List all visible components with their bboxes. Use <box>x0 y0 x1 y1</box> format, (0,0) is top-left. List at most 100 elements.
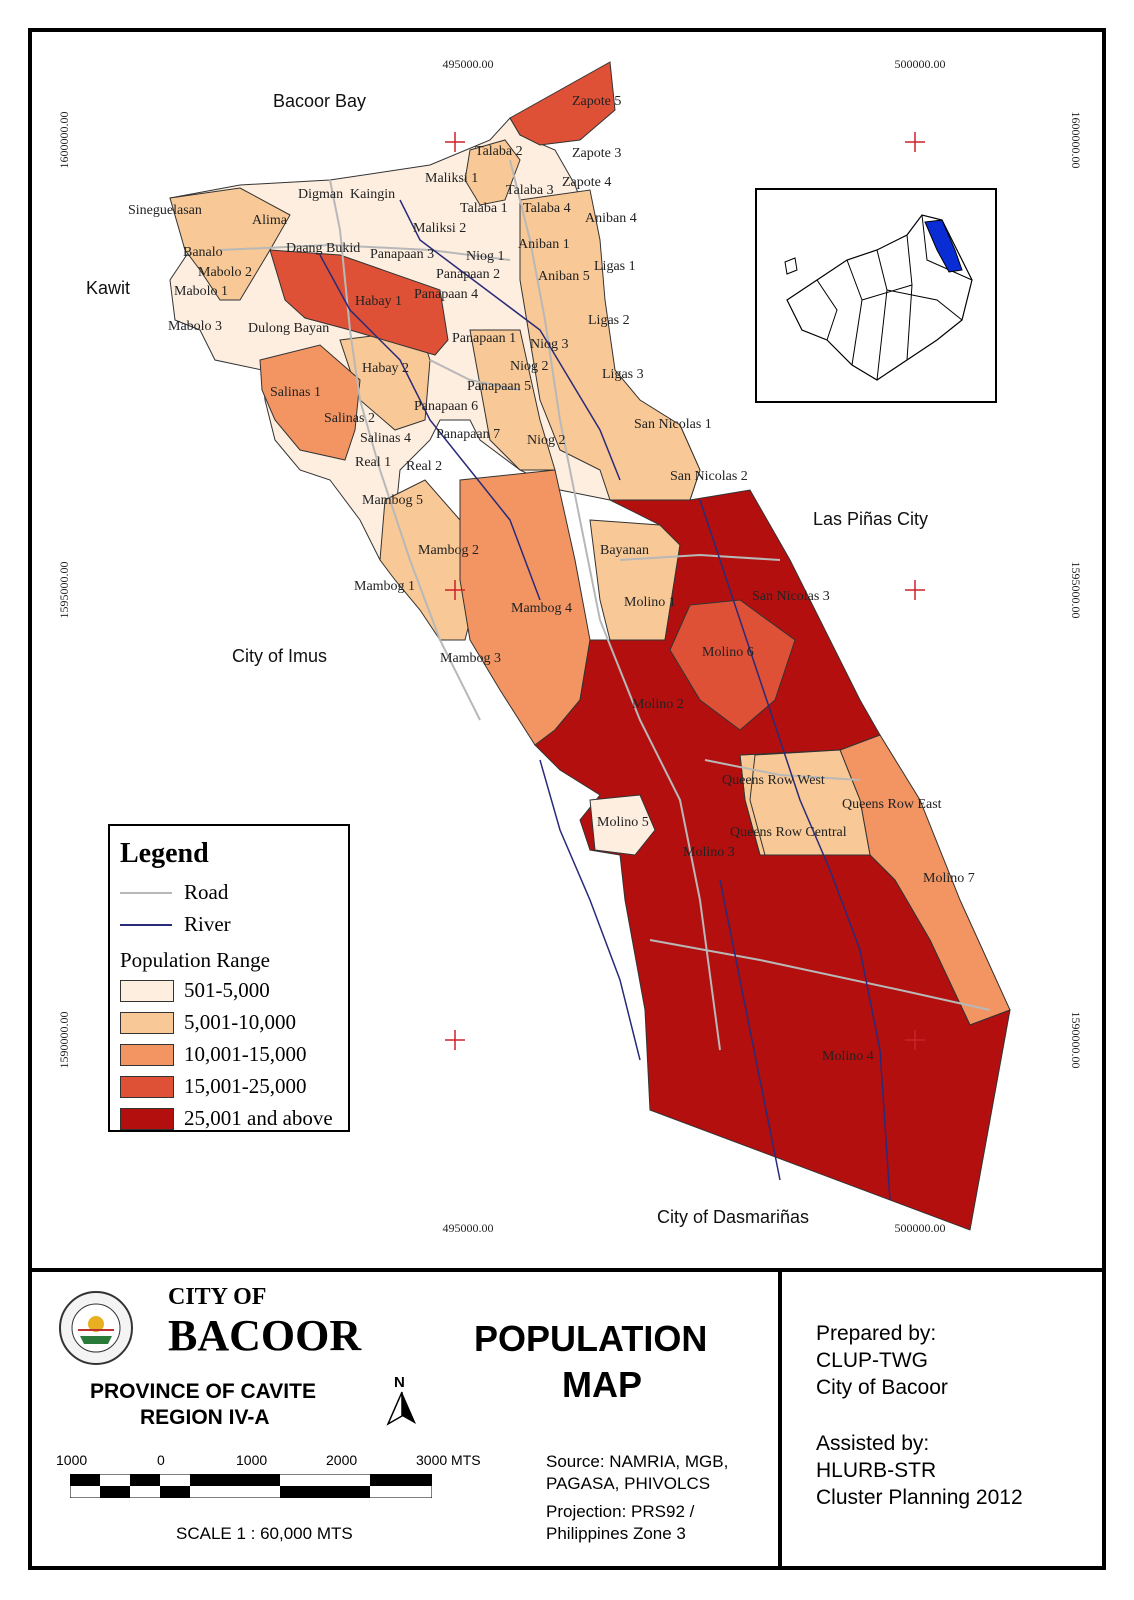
coord-x-top-right: 500000.00 <box>895 57 946 71</box>
footer-province: PROVINCE OF CAVITE <box>90 1380 316 1403</box>
place-kawit: Kawit <box>86 278 130 298</box>
legend-range-1: 501-5,000 <box>120 978 270 1003</box>
scale-tick-4: 2000 <box>326 1452 358 1468</box>
scale-tick-3: 1000 <box>236 1452 268 1468</box>
label-salinas4: Salinas 4 <box>360 431 411 446</box>
label-alima: Alima <box>252 213 288 228</box>
projection-line-2: Philippines Zone 3 <box>546 1524 686 1543</box>
coord-y-mid-right: 1595000.00 <box>1069 562 1083 619</box>
label-molino6: Molino 6 <box>702 645 754 660</box>
title-line-2: MAP <box>562 1364 642 1405</box>
label-panapaan3: Panapaan 3 <box>370 247 434 262</box>
source-line-1: Source: NAMRIA, MGB, <box>546 1452 729 1471</box>
scale-bar <box>70 1474 432 1498</box>
prepared-by-label: Prepared by: <box>816 1322 937 1345</box>
label-molino7: Molino 7 <box>923 871 975 886</box>
legend-range-4-label: 15,001-25,000 <box>184 1074 307 1098</box>
label-mambog5: Mambog 5 <box>362 493 423 508</box>
label-sineguelasan: Sineguelasan <box>128 203 202 218</box>
assisted-by-2: Cluster Planning 2012 <box>816 1486 1023 1509</box>
prepared-by-2: City of Bacoor <box>816 1376 948 1399</box>
label-talaba3: Talaba 3 <box>506 183 554 198</box>
legend-range-2-label: 5,001-10,000 <box>184 1010 296 1034</box>
label-queens-row-central: Queens Row Central <box>730 825 847 840</box>
label-mambog1: Mambog 1 <box>354 579 415 594</box>
footer-column-divider <box>778 1270 782 1566</box>
region-queens-row-overlay <box>749 749 871 856</box>
label-molino5: Molino 5 <box>597 815 649 830</box>
rivers <box>319 199 891 1201</box>
projection-line-1: Projection: PRS92 / <box>546 1502 695 1521</box>
legend-river-row: River <box>120 912 231 937</box>
label-mambog2: Mambog 2 <box>418 543 479 558</box>
label-real2: Real 2 <box>406 459 442 474</box>
coord-y-top-right: 1600000.00 <box>1069 112 1083 169</box>
label-maliksi2: Maliksi 2 <box>413 221 466 236</box>
inset-map-svg <box>784 214 973 381</box>
label-panapaan4: Panapaan 4 <box>414 287 478 302</box>
label-queens-row-east: Queens Row East <box>842 797 942 812</box>
label-mabolo3: Mabolo 3 <box>168 319 222 334</box>
footer-city-of: CITY OF <box>168 1284 267 1310</box>
region-alima <box>169 187 291 301</box>
inset-locator-map <box>755 188 997 403</box>
region-bayanan-molino1 <box>589 519 681 641</box>
swatch-range-2 <box>120 1011 174 1034</box>
source-line-2: PAGASA, PHIVOLCS <box>546 1474 711 1493</box>
region-talaba <box>464 139 521 206</box>
legend-road-label: Road <box>184 880 229 904</box>
swatch-range-5 <box>120 1107 174 1130</box>
legend-range-3-label: 10,001-15,000 <box>184 1042 307 1066</box>
label-talaba2: Talaba 2 <box>475 144 523 159</box>
map-frame <box>28 28 1106 1570</box>
label-mabolo1: Mabolo 1 <box>174 284 228 299</box>
footer-divider <box>28 1268 1106 1272</box>
label-panapaan2: Panapaan 2 <box>436 267 500 282</box>
region-south-dark <box>534 489 1011 1231</box>
coord-y-top-left: 1600000.00 <box>57 112 71 169</box>
legend-title: Legend <box>120 838 209 869</box>
coord-x-bottom-left: 495000.00 <box>443 1221 494 1235</box>
label-salinas1: Salinas 1 <box>270 385 321 400</box>
north-arrow-icon <box>386 1391 416 1426</box>
place-bacoor-bay: Bacoor Bay <box>273 91 366 111</box>
coord-y-bottom-right: 1590000.00 <box>1069 1012 1083 1069</box>
swatch-range-1 <box>120 979 174 1002</box>
label-molino2: Molino 2 <box>632 697 684 712</box>
footer-region: REGION IV-A <box>140 1406 270 1429</box>
legend-river-label: River <box>184 912 231 936</box>
label-aniban4: Aniban 4 <box>585 211 637 226</box>
region-aniban-ligas <box>519 189 701 501</box>
scale-text: SCALE 1 : 60,000 MTS <box>176 1524 353 1543</box>
scale-tick-2: 0 <box>157 1452 165 1468</box>
footer-city-name: BACOOR <box>168 1311 362 1360</box>
scale-tick-1: 1000 <box>56 1452 88 1468</box>
label-mambog4: Mambog 4 <box>511 601 572 616</box>
label-talaba1: Talaba 1 <box>460 201 508 216</box>
label-panapaan1: Panapaan 1 <box>452 331 516 346</box>
prepared-by-1: CLUP-TWG <box>816 1349 928 1372</box>
legend-range-1-label: 501-5,000 <box>184 978 270 1002</box>
label-dulong-bayan: Dulong Bayan <box>248 321 329 336</box>
region-zapote5 <box>509 61 616 146</box>
coord-y-bottom-left: 1590000.00 <box>57 1012 71 1069</box>
label-niog3: Niog 3 <box>530 337 569 352</box>
label-bayanan: Bayanan <box>600 543 649 558</box>
title-line-1: POPULATION <box>474 1318 708 1359</box>
label-mabolo2: Mabolo 2 <box>198 265 252 280</box>
legend-range-3: 10,001-15,000 <box>120 1042 307 1067</box>
swatch-range-3 <box>120 1043 174 1066</box>
legend-range-title-text: Population Range <box>120 948 270 972</box>
river-line-icon <box>120 923 172 926</box>
label-ligas1: Ligas 1 <box>594 259 636 274</box>
label-panapaan7: Panapaan 7 <box>436 427 500 442</box>
legend-road-row: Road <box>120 880 228 905</box>
legend-range-title: Population Range <box>120 948 270 973</box>
coord-x-bottom-right: 500000.00 <box>895 1221 946 1235</box>
barangay-labels: Zapote 5 Talaba 2 Zapote 3 Zapote 4 Mali… <box>128 94 975 1064</box>
scale-tick-5: 3000 MTS <box>416 1452 481 1468</box>
label-ligas2: Ligas 2 <box>588 313 630 328</box>
swatch-range-4 <box>120 1075 174 1098</box>
label-niog2b: Niog 2 <box>527 433 566 448</box>
label-panapaan6: Panapaan 6 <box>414 399 478 414</box>
